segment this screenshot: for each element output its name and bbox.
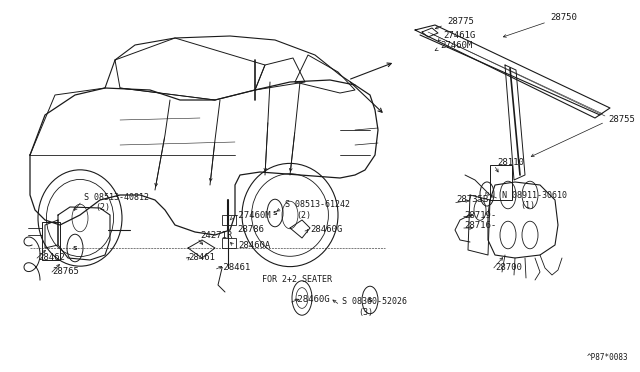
Text: -28461: -28461 xyxy=(218,263,250,273)
Text: 28461: 28461 xyxy=(188,253,215,263)
Text: (2): (2) xyxy=(296,211,311,219)
Text: S: S xyxy=(368,298,372,302)
Text: (1): (1) xyxy=(520,202,535,211)
Bar xyxy=(490,165,512,200)
Text: (3): (3) xyxy=(358,308,373,317)
Text: 27460M: 27460M xyxy=(440,42,472,51)
Text: N 08911-30610: N 08911-30610 xyxy=(502,192,567,201)
Bar xyxy=(222,215,236,225)
Text: S: S xyxy=(73,246,77,250)
Bar xyxy=(222,238,236,248)
Text: 28775: 28775 xyxy=(447,17,474,26)
Text: 28719-: 28719- xyxy=(464,211,496,219)
Text: -27460M: -27460M xyxy=(233,211,271,219)
Text: 28755: 28755 xyxy=(608,115,635,125)
Text: 28735B: 28735B xyxy=(456,196,488,205)
Text: S 08513-40812: S 08513-40812 xyxy=(84,193,149,202)
Text: 24271R: 24271R xyxy=(200,231,232,240)
Text: ^P87*0083: ^P87*0083 xyxy=(586,353,628,362)
Text: 27461G: 27461G xyxy=(443,31,476,39)
Text: 28716-: 28716- xyxy=(464,221,496,231)
Text: S: S xyxy=(273,211,277,215)
Text: 28700: 28700 xyxy=(495,263,522,273)
Text: 28765: 28765 xyxy=(52,267,79,276)
Text: FOR 2+2 SEATER: FOR 2+2 SEATER xyxy=(262,276,332,285)
Bar xyxy=(42,222,60,260)
Text: 28462: 28462 xyxy=(38,253,65,263)
Text: 28460A: 28460A xyxy=(238,241,270,250)
Text: 28110: 28110 xyxy=(497,157,524,167)
Text: N: N xyxy=(485,192,489,196)
Text: 28750: 28750 xyxy=(550,13,577,22)
Text: 28786: 28786 xyxy=(237,225,264,234)
Text: -28460G: -28460G xyxy=(292,295,330,305)
Text: (2): (2) xyxy=(95,203,110,212)
Text: 28460G: 28460G xyxy=(310,225,342,234)
Text: S 08513-61242: S 08513-61242 xyxy=(285,201,350,209)
Text: S 08360-52026: S 08360-52026 xyxy=(342,298,407,307)
